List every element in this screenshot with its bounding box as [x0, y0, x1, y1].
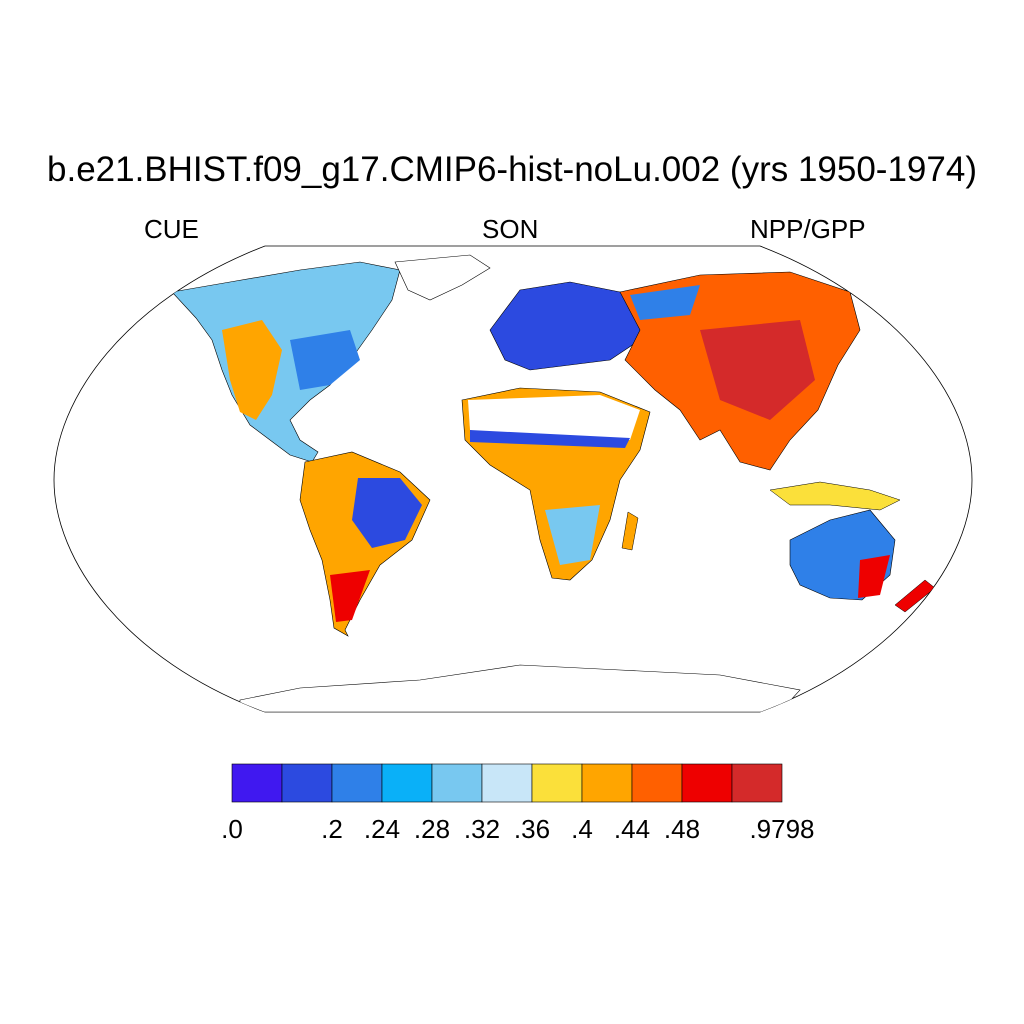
colorbar-label-2: .2: [321, 814, 343, 844]
center-string: SON: [482, 214, 539, 244]
indonesia: [769, 481, 901, 511]
colorbar-label-3: .24: [364, 814, 400, 844]
colorbar-box-6: [531, 763, 583, 803]
siberia: [630, 285, 700, 320]
colorbar-box-4: [431, 763, 483, 803]
colorbar-label-0: .0: [221, 814, 243, 844]
left-string: CUE: [144, 214, 199, 244]
colorbar-label-4: .28: [414, 814, 450, 844]
colorbar-label-7: .4: [571, 814, 593, 844]
asia-center: [700, 320, 815, 420]
colorbar-label-9: .48: [664, 814, 700, 844]
greenland: [394, 254, 491, 301]
colorbar-box-7: [581, 763, 633, 803]
south-america-east: [352, 478, 422, 548]
antarctica: [239, 664, 801, 712]
south-america-south: [330, 570, 370, 622]
colorbar-box-8: [631, 763, 683, 803]
new-zealand: [894, 579, 936, 613]
colorbar-label-11: .9798: [749, 814, 814, 844]
north-america-west: [222, 320, 282, 420]
colorbar-box-10: [731, 763, 783, 803]
colorbar-label-6: .36: [514, 814, 550, 844]
colorbar-box-0: [231, 763, 283, 803]
plot-title: b.e21.BHIST.f09_g17.CMIP6-hist-noLu.002 …: [47, 150, 977, 189]
colorbar-label-5: .32: [464, 814, 500, 844]
africa-south: [545, 505, 600, 565]
colorbar-box-9: [681, 763, 733, 803]
sahara: [468, 395, 640, 440]
australia-east: [858, 555, 890, 598]
colorbar-box-2: [331, 763, 383, 803]
north-america: [171, 261, 401, 463]
colorbar-box-1: [281, 763, 333, 803]
colorbar-box-3: [381, 763, 433, 803]
colorbar-label-8: .44: [614, 814, 650, 844]
sahel-band: [470, 430, 630, 448]
right-string: NPP/GPP: [750, 214, 866, 244]
north-america-east: [290, 330, 360, 390]
madagascar: [621, 511, 639, 551]
colorbar-box-5: [481, 763, 533, 803]
